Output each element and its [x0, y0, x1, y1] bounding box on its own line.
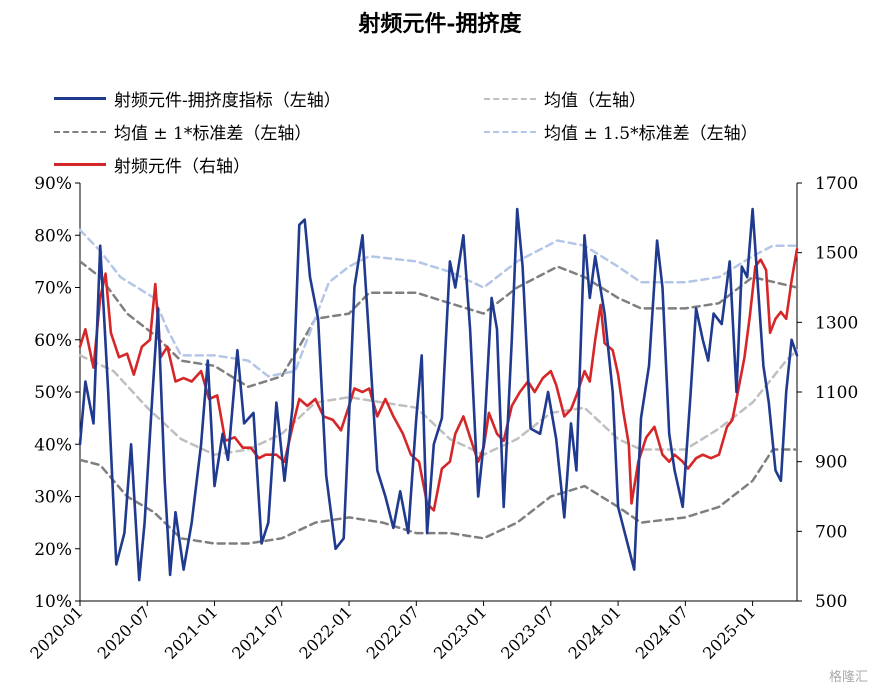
y-left-tick-label: 40% — [34, 435, 72, 455]
y-right-tick-label: 700 — [815, 522, 847, 542]
y-left-tick-label: 10% — [34, 592, 72, 612]
legend-item-mean: 均值（左轴） — [484, 86, 646, 111]
series-line-4 — [78, 448, 799, 545]
x-tick-label: 2024-01 — [564, 602, 624, 662]
x-tick-label: 2023-01 — [430, 602, 490, 662]
y-right-tick-label: 1700 — [815, 174, 858, 194]
y-left-tick-label: 70% — [34, 279, 72, 299]
series-line-0 — [78, 207, 799, 582]
y-right-tick-label: 500 — [815, 592, 847, 612]
legend-label: 射频元件（右轴） — [114, 157, 250, 177]
legend-swatch — [484, 130, 536, 133]
series-line-1 — [78, 247, 799, 512]
y-right-tick-label: 1500 — [815, 244, 858, 264]
legend-label: 均值 ± 1*标准差（左轴） — [114, 124, 312, 144]
y-left-tick-label: 80% — [34, 226, 72, 246]
y-left-tick-label: 60% — [34, 331, 72, 351]
legend-label: 均值 ± 1.5*标准差（左轴） — [544, 124, 758, 144]
series-line-3 — [78, 260, 799, 389]
legend-swatch — [54, 97, 106, 100]
y-left-tick-label: 20% — [34, 540, 72, 560]
legend-label: 射频元件-拥挤度指标（左轴） — [114, 91, 341, 111]
chart-title: 射频元件-拥挤度 — [358, 11, 522, 37]
y-left-tick-label: 90% — [34, 174, 72, 194]
x-tick-label: 2021-07 — [228, 602, 288, 662]
y-right-tick-label: 900 — [815, 453, 847, 473]
legend-label: 均值（左轴） — [544, 91, 646, 111]
y-right-tick-label: 1100 — [815, 383, 858, 403]
legend-item-1std: 均值 ± 1*标准差（左轴） — [54, 119, 311, 144]
y-right-tick-label: 1300 — [815, 313, 858, 333]
x-tick-label: 2024-07 — [632, 602, 692, 662]
y-left-tick-label: 30% — [34, 488, 72, 508]
y-left-tick-label: 50% — [34, 383, 72, 403]
chart-legend: 射频元件-拥挤度指标（左轴） 均值（左轴） 均值 ± 1*标准差（左轴） 均值 … — [54, 86, 854, 182]
x-tick-label: 2021-01 — [161, 602, 221, 662]
legend-swatch — [54, 130, 106, 133]
legend-item-crowding: 射频元件-拥挤度指标（左轴） — [54, 86, 341, 111]
legend-swatch — [54, 163, 106, 166]
legend-item-15std: 均值 ± 1.5*标准差（左轴） — [484, 119, 758, 144]
x-tick-label: 2022-07 — [363, 602, 423, 662]
x-tick-label: 2023-07 — [497, 602, 557, 662]
x-tick-label: 2025-01 — [699, 602, 759, 662]
x-tick-label: 2020-07 — [94, 602, 154, 662]
x-tick-label: 2022-01 — [295, 602, 355, 662]
legend-swatch — [484, 97, 536, 100]
legend-item-price: 射频元件（右轴） — [54, 152, 250, 177]
watermark: 格隆汇 — [828, 670, 868, 685]
series-line-2 — [78, 348, 799, 456]
series-line-5 — [78, 228, 799, 378]
